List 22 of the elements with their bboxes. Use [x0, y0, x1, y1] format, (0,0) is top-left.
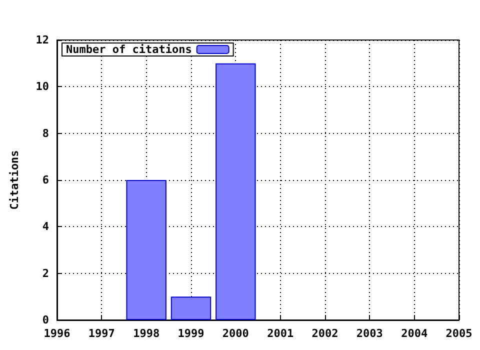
y-axis-title: Citations [8, 150, 21, 210]
x-tick-label: 2004 [401, 327, 428, 340]
y-tick-label: 10 [36, 80, 49, 94]
x-tick-label: 1999 [178, 327, 204, 340]
bar [170, 296, 212, 320]
x-tick-label: 2001 [267, 327, 294, 340]
y-tick-label: 4 [42, 220, 50, 234]
legend-label: Number of citations [66, 43, 192, 56]
bar [216, 63, 256, 320]
y-tick-label: 2 [42, 266, 49, 280]
x-tick-label: 1997 [88, 327, 115, 340]
x-tick-label: 1996 [44, 327, 71, 340]
y-tick-label: 0 [42, 314, 49, 326]
x-tick-label: 1998 [133, 327, 160, 340]
y-tick-label: 12 [36, 34, 49, 46]
x-tick-label: 2003 [356, 327, 383, 340]
x-tick-label: 2005 [446, 327, 472, 340]
bar [126, 180, 166, 320]
x-tick-label: 2002 [312, 327, 338, 340]
y-tick-label: 8 [42, 126, 49, 140]
y-tick-label: 6 [42, 174, 50, 186]
x-tick-label: 2000 [222, 327, 249, 340]
